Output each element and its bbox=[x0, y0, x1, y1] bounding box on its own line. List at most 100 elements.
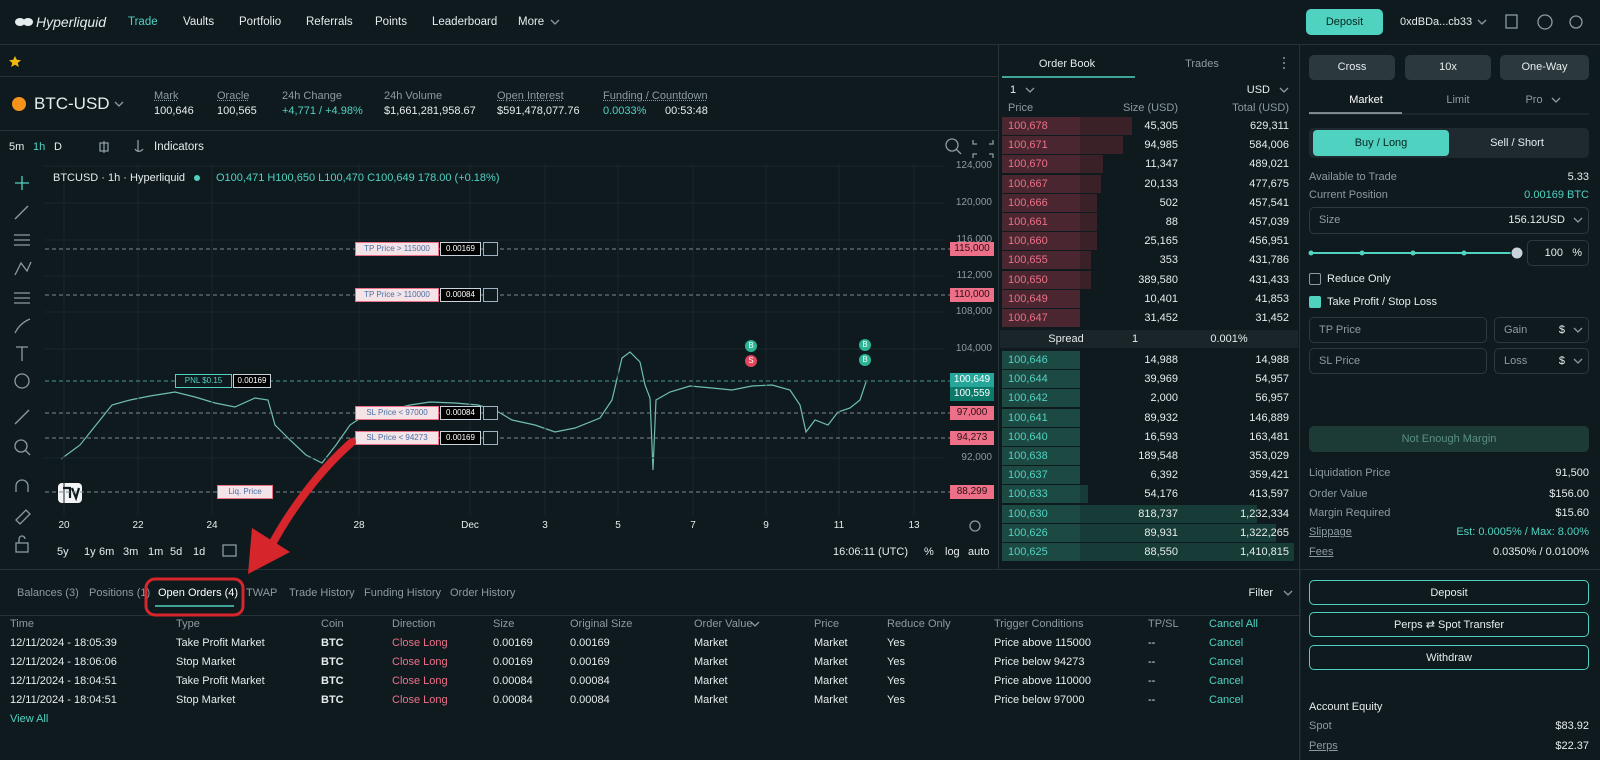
mode-button[interactable]: Cross bbox=[1309, 55, 1395, 80]
view-all[interactable]: View All bbox=[10, 713, 49, 725]
ob-price[interactable]: 100,641 bbox=[1008, 411, 1048, 424]
table-header[interactable]: Cancel All bbox=[1209, 618, 1258, 630]
submit-button[interactable]: Not Enough Margin bbox=[1309, 426, 1589, 452]
scale-option[interactable]: log bbox=[945, 546, 960, 558]
filter[interactable]: Filter bbox=[1248, 587, 1273, 599]
y-tick-label: 116,000 bbox=[956, 234, 992, 245]
ob-price[interactable]: 100,647 bbox=[1008, 312, 1048, 324]
order-tab[interactable]: Pro bbox=[1525, 94, 1543, 106]
nav-link[interactable]: Vaults bbox=[183, 16, 215, 28]
wallet[interactable]: 0xdBDa...cb33 bbox=[1400, 16, 1473, 28]
ob-price[interactable]: 100,630 bbox=[1008, 507, 1048, 520]
range[interactable]: 1m bbox=[148, 546, 164, 558]
range[interactable]: 5d bbox=[170, 546, 183, 558]
account-button[interactable]: Perps ⇄ Spot Transfer bbox=[1309, 612, 1589, 637]
interval[interactable]: 1h bbox=[33, 141, 46, 153]
order-close[interactable] bbox=[483, 288, 498, 302]
ob-price[interactable]: 100,678 bbox=[1008, 120, 1048, 132]
account-button[interactable]: Withdraw bbox=[1309, 645, 1589, 670]
ob-price[interactable]: 100,646 bbox=[1008, 354, 1048, 366]
nav-link[interactable]: Portfolio bbox=[239, 16, 282, 28]
checkbox[interactable] bbox=[1309, 296, 1321, 308]
bottom-tab[interactable]: Open Orders (4) bbox=[158, 587, 239, 599]
account-button[interactable]: Deposit bbox=[1309, 580, 1589, 605]
input-box[interactable] bbox=[1309, 348, 1487, 374]
order-tab[interactable]: Market bbox=[1349, 94, 1383, 106]
ob-price[interactable]: 100,671 bbox=[1008, 139, 1048, 152]
ob-tab[interactable]: Trades bbox=[1185, 58, 1219, 70]
scale-option[interactable]: auto bbox=[968, 546, 990, 558]
favorite-star[interactable] bbox=[9, 56, 21, 67]
input-box[interactable] bbox=[1309, 317, 1487, 343]
bottom-tab[interactable]: Positions (1) bbox=[89, 587, 151, 599]
input-box[interactable] bbox=[1494, 317, 1589, 343]
ob-price[interactable]: 100,666 bbox=[1008, 196, 1048, 209]
ob-group[interactable]: 1 bbox=[1010, 84, 1017, 96]
ob-price[interactable]: 100,660 bbox=[1008, 235, 1048, 248]
range[interactable]: 6m bbox=[99, 546, 115, 558]
deposit-button[interactable]: Deposit bbox=[1306, 9, 1383, 35]
checkbox[interactable] bbox=[1309, 273, 1321, 285]
bottom-tab[interactable]: Trade History bbox=[289, 587, 355, 599]
nav-link[interactable]: Leaderboard bbox=[432, 16, 498, 28]
ob-unit[interactable]: USD bbox=[1246, 84, 1270, 96]
input-box[interactable] bbox=[1527, 240, 1589, 266]
ob-price[interactable]: 100,667 bbox=[1008, 177, 1048, 190]
order-label[interactable]: TP Price > 115000 bbox=[355, 242, 439, 256]
ob-price[interactable]: 100,640 bbox=[1008, 430, 1048, 443]
table-cell[interactable]: Cancel bbox=[1209, 656, 1244, 668]
menu-dot bbox=[1283, 57, 1285, 59]
bottom-tab[interactable]: Funding History bbox=[364, 587, 442, 599]
ob-price[interactable]: 100,638 bbox=[1008, 450, 1048, 462]
bottom-tab[interactable]: TWAP bbox=[246, 587, 278, 599]
order-label[interactable]: SL Price < 97000 bbox=[355, 406, 439, 420]
slider-dot bbox=[1410, 250, 1416, 256]
input-box[interactable] bbox=[1494, 348, 1589, 374]
range[interactable]: 5y bbox=[57, 546, 69, 558]
stat-label: Oracle bbox=[217, 90, 250, 102]
nav-link[interactable]: Points bbox=[375, 16, 407, 28]
bottom-tab[interactable]: Balances (3) bbox=[17, 587, 79, 599]
ob-price[interactable]: 100,642 bbox=[1008, 392, 1048, 405]
side-button[interactable]: Buy / Long bbox=[1313, 130, 1449, 156]
nav-link[interactable]: Referrals bbox=[306, 16, 353, 28]
order-close[interactable] bbox=[483, 242, 498, 256]
order-close[interactable] bbox=[483, 431, 498, 445]
bottom-tab[interactable]: Order History bbox=[450, 587, 516, 599]
order-close[interactable] bbox=[483, 406, 498, 420]
interval[interactable]: D bbox=[54, 141, 62, 153]
ob-price[interactable]: 100,633 bbox=[1008, 488, 1048, 501]
range[interactable]: 3m bbox=[123, 546, 139, 558]
order-label[interactable]: SL Price < 94273 bbox=[355, 431, 439, 445]
ob-price[interactable]: 100,626 bbox=[1008, 526, 1048, 539]
nav-link[interactable]: More bbox=[518, 16, 545, 28]
ob-price[interactable]: 100,655 bbox=[1008, 254, 1048, 267]
ob-total: 1,322,265 bbox=[1240, 526, 1289, 539]
ob-price[interactable]: 100,644 bbox=[1008, 373, 1048, 386]
table-cell[interactable]: Cancel bbox=[1209, 637, 1244, 649]
order-tab[interactable]: Limit bbox=[1446, 94, 1470, 106]
ob-price[interactable]: 100,650 bbox=[1008, 273, 1048, 286]
interval[interactable]: 5m bbox=[9, 141, 25, 153]
table-cell[interactable]: Cancel bbox=[1209, 675, 1244, 687]
nav-link[interactable]: Trade bbox=[128, 16, 158, 28]
ob-price[interactable]: 100,649 bbox=[1008, 292, 1048, 305]
range[interactable]: 1y bbox=[84, 546, 96, 558]
input-box[interactable] bbox=[1309, 207, 1589, 234]
range[interactable]: 1d bbox=[193, 546, 206, 558]
ob-tab[interactable]: Order Book bbox=[1038, 58, 1096, 70]
mode-button[interactable]: One-Way bbox=[1500, 55, 1589, 80]
order-label[interactable]: TP Price > 110000 bbox=[355, 288, 439, 302]
ob-price[interactable]: 100,661 bbox=[1008, 216, 1048, 228]
price-cell bbox=[1002, 289, 1080, 308]
ob-price[interactable]: 100,625 bbox=[1008, 546, 1048, 558]
scale-option[interactable]: % bbox=[924, 546, 934, 558]
pair[interactable]: BTC-USD bbox=[34, 94, 110, 113]
indicators[interactable]: Indicators bbox=[154, 141, 204, 153]
ob-price[interactable]: 100,670 bbox=[1008, 158, 1048, 171]
ob-price[interactable]: 100,637 bbox=[1008, 469, 1048, 482]
mode-button[interactable]: 10x bbox=[1405, 55, 1491, 80]
side-button[interactable]: Sell / Short bbox=[1490, 137, 1544, 149]
table-cell[interactable]: Cancel bbox=[1209, 694, 1244, 706]
